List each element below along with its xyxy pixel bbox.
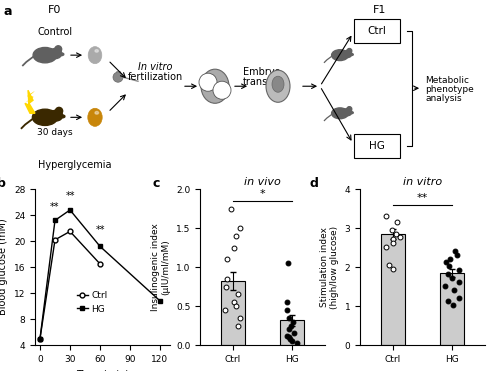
- Text: analysis: analysis: [425, 94, 462, 103]
- Polygon shape: [25, 90, 35, 113]
- Text: HG: HG: [369, 141, 385, 151]
- Ellipse shape: [88, 108, 102, 127]
- Text: Ctrl: Ctrl: [368, 26, 386, 36]
- Text: phenotype: phenotype: [425, 85, 474, 94]
- Text: F0: F0: [48, 5, 62, 15]
- Text: a: a: [3, 5, 12, 18]
- Line: Ctrl: Ctrl: [38, 229, 102, 341]
- Text: 30 days: 30 days: [37, 128, 73, 137]
- Ellipse shape: [60, 53, 64, 56]
- Ellipse shape: [88, 47, 102, 64]
- Text: **: **: [417, 193, 428, 203]
- Text: **: **: [95, 225, 105, 234]
- Circle shape: [347, 107, 352, 112]
- Text: F1: F1: [374, 5, 386, 15]
- Text: transfer: transfer: [242, 77, 282, 87]
- Ellipse shape: [350, 54, 354, 55]
- Text: In vitro: In vitro: [138, 62, 172, 72]
- Bar: [381, 234, 404, 345]
- Circle shape: [56, 107, 62, 115]
- Ctrl: [97, 262, 103, 266]
- Y-axis label: Blood glucose (mM): Blood glucose (mM): [0, 219, 8, 315]
- Ellipse shape: [33, 47, 57, 63]
- Text: 𝄪: 𝄪: [116, 71, 120, 80]
- HG: [67, 208, 73, 212]
- Text: *: *: [260, 188, 266, 198]
- Bar: [440, 273, 464, 345]
- Y-axis label: Stimulation index
(high/low glucose): Stimulation index (high/low glucose): [320, 226, 339, 309]
- Ellipse shape: [332, 108, 348, 119]
- Circle shape: [213, 81, 231, 99]
- Ellipse shape: [344, 50, 352, 58]
- HG: [97, 244, 103, 249]
- Ellipse shape: [32, 109, 58, 125]
- Circle shape: [55, 46, 62, 53]
- Ellipse shape: [50, 110, 62, 121]
- Ellipse shape: [60, 115, 65, 118]
- Ctrl: [52, 238, 58, 242]
- Y-axis label: Insulinogenic index
(μIU/ml/mM): Insulinogenic index (μIU/ml/mM): [151, 223, 171, 311]
- HG: [52, 218, 58, 223]
- Text: **: **: [65, 191, 75, 201]
- Ellipse shape: [201, 69, 229, 103]
- Title: in vivo: in vivo: [244, 177, 281, 187]
- Circle shape: [199, 73, 217, 91]
- FancyBboxPatch shape: [354, 134, 400, 158]
- Ctrl: [37, 336, 43, 341]
- Ellipse shape: [95, 111, 98, 114]
- Text: Hyperglycemia: Hyperglycemia: [38, 161, 112, 170]
- Legend: Ctrl, HG: Ctrl, HG: [74, 288, 111, 317]
- FancyBboxPatch shape: [354, 19, 400, 43]
- HG: [157, 299, 163, 303]
- Text: **: **: [50, 202, 60, 212]
- Line: HG: HG: [38, 207, 162, 341]
- Bar: [221, 281, 244, 345]
- Text: Metabolic: Metabolic: [425, 76, 469, 85]
- Text: fertilization: fertilization: [128, 72, 182, 82]
- Text: Embryo: Embryo: [243, 67, 281, 77]
- Ctrl: [67, 229, 73, 234]
- Ellipse shape: [266, 70, 290, 102]
- Ellipse shape: [332, 50, 348, 60]
- Circle shape: [347, 49, 352, 53]
- Text: ⚡: ⚡: [24, 90, 36, 105]
- Text: b: b: [0, 177, 6, 190]
- Ellipse shape: [350, 112, 354, 114]
- Ellipse shape: [344, 108, 352, 116]
- X-axis label: Time (min): Time (min): [76, 369, 129, 371]
- Bar: [280, 320, 304, 345]
- Title: in vitro: in vitro: [403, 177, 442, 187]
- Text: c: c: [152, 177, 160, 190]
- Text: Control: Control: [38, 27, 73, 37]
- Ellipse shape: [272, 76, 284, 92]
- Text: d: d: [310, 177, 319, 190]
- Circle shape: [113, 72, 123, 82]
- HG: [37, 336, 43, 341]
- Ellipse shape: [50, 48, 62, 59]
- Ellipse shape: [95, 50, 98, 52]
